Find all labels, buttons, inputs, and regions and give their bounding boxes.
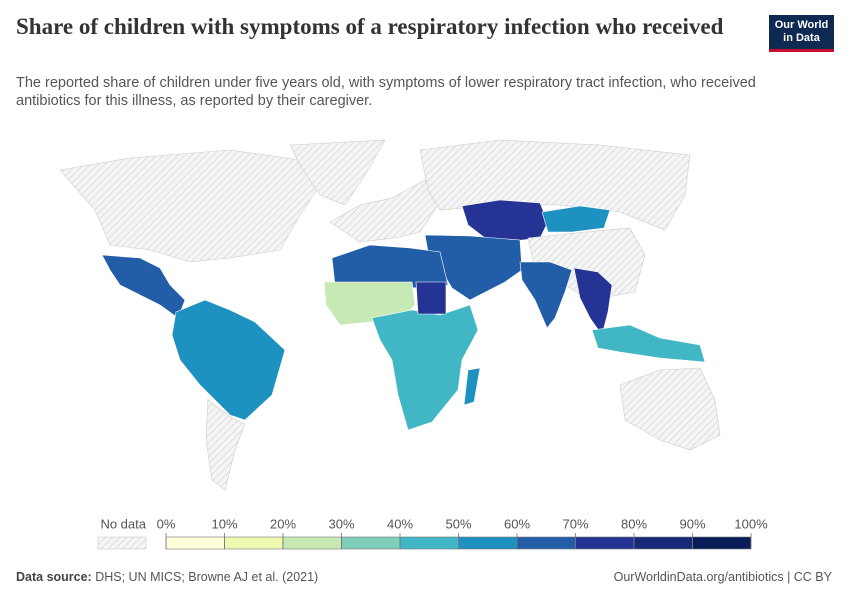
legend-swatch [399,536,459,550]
legend-swatch [341,536,401,550]
no-data-swatch [97,536,147,550]
region [331,244,449,289]
region [461,199,549,243]
no-data-label: No data [100,516,146,531]
region [573,267,613,336]
legend-swatch [516,536,576,550]
legend-tick-label: 100% [734,516,768,531]
legend-swatch [224,536,284,550]
legend: No data 0% 10% 20% 30% 40% 50% 60% 70% 80% 90% 100… [97,516,768,550]
region [419,139,691,231]
region [171,299,286,421]
legend-tick-label: 70% [562,516,588,531]
legend-tick-label: 60% [504,516,530,531]
region [101,254,186,319]
source: Data source: DHS; UN MICS; Browne AJ et … [16,570,318,584]
legend-tick-label: 20% [270,516,296,531]
region [619,367,721,451]
source-label: Data source: [16,570,92,584]
region [591,324,706,363]
region [463,367,481,406]
title: Share of children with symptoms of a res… [16,14,724,39]
legend-tick-label: 90% [679,516,705,531]
countries [59,139,721,491]
footer-link[interactable]: OurWorldinData.org/antibiotics | CC BY [613,570,832,584]
subtitle: The reported share of children under fiv… [16,75,756,109]
legend-tick-label: 10% [211,516,237,531]
region [289,139,386,206]
legend-swatch [633,536,693,550]
legend-tick-label: 80% [621,516,647,531]
legend-tick-label: 0% [157,516,176,531]
region [541,205,611,233]
logo-line: in Data [783,32,820,44]
logo-line: Our World [774,19,829,31]
legend-tick-label: 30% [328,516,354,531]
region [519,261,573,329]
region [371,304,479,431]
region [415,281,447,315]
legend-swatch [692,536,752,550]
legend-tick-label: 40% [387,516,413,531]
source-text: DHS; UN MICS; Browne AJ et al. (2021) [95,570,319,584]
legend-swatch [458,536,518,550]
logo[interactable]: Our World in Data [769,15,834,52]
legend-swatch [282,536,342,550]
map [59,139,721,491]
region [205,399,246,491]
legend-swatch [165,536,225,550]
legend-tick-label: 50% [445,516,471,531]
region [59,149,321,263]
legend-swatch [575,536,635,550]
